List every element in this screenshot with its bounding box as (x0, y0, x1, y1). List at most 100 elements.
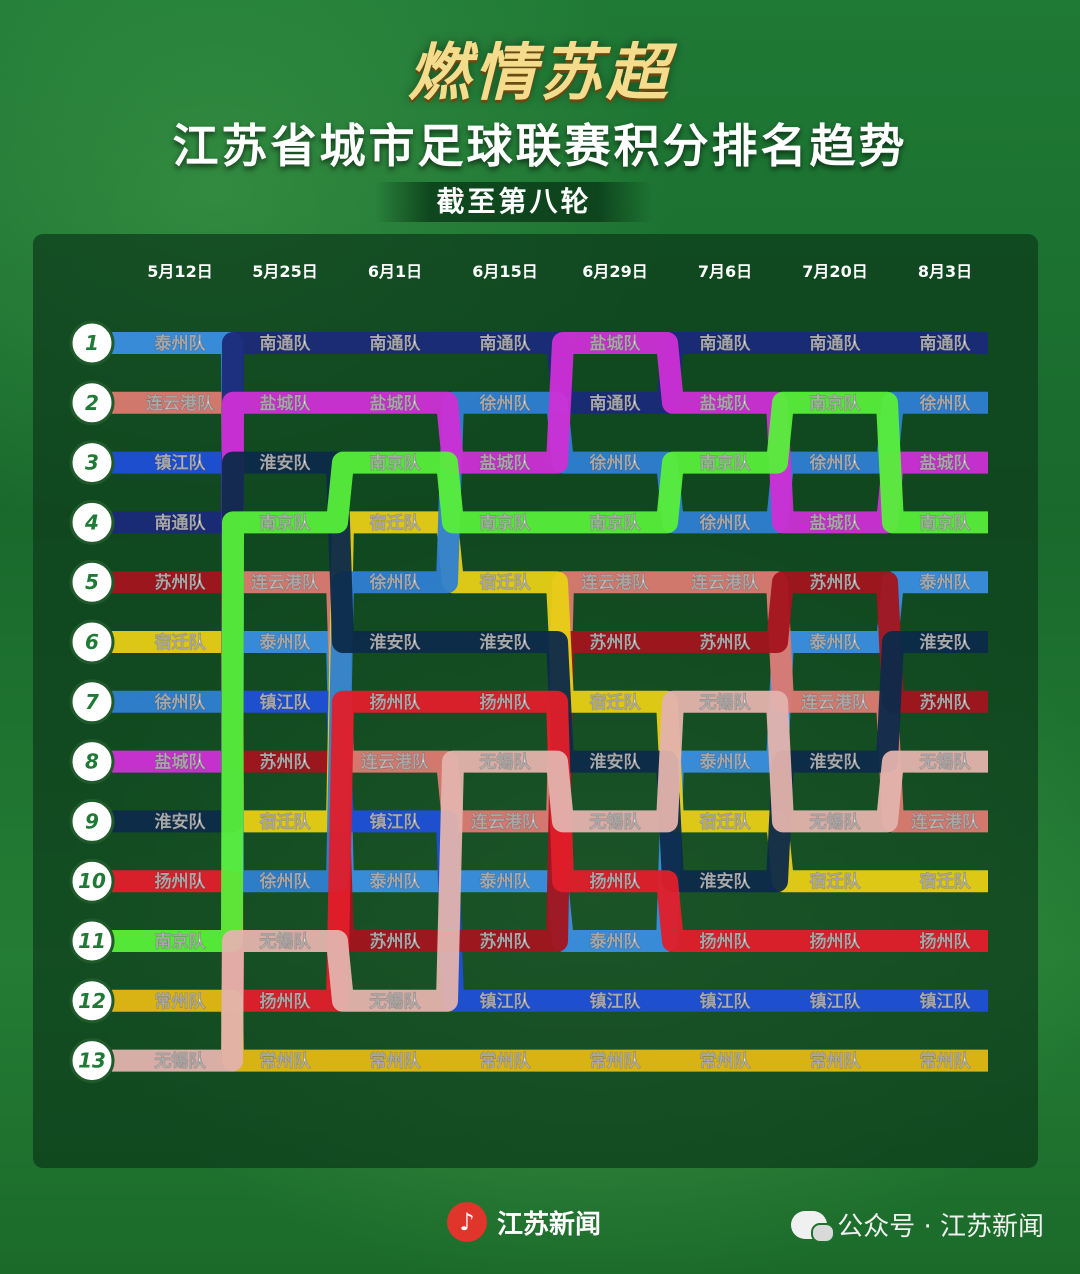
rank-circle (69, 440, 115, 486)
team-label: 淮安队 (700, 871, 752, 892)
team-label: 常州队 (370, 1051, 422, 1072)
team-label: 扬州队 (260, 991, 312, 1012)
rank-number: 11 (78, 929, 106, 953)
rank-circle (69, 739, 115, 785)
team-label: 南京队 (155, 931, 207, 952)
team-label: 扬州队 (370, 692, 422, 713)
date-label: 6月15日 (472, 262, 537, 281)
team-label: 宿迁队 (370, 512, 422, 533)
rank-circle (69, 619, 115, 665)
rank-marker: 13 (69, 1038, 115, 1084)
team-label: 盐城队 (700, 393, 752, 414)
wechat-icon (791, 1210, 836, 1243)
rank-number: 10 (78, 869, 106, 893)
team-label: 徐州队 (259, 871, 312, 892)
team-label: 泰州队 (480, 871, 532, 892)
rank-marker: 12 (69, 978, 115, 1024)
team-label: 盐城队 (810, 512, 862, 533)
team-label: 镇江队 (260, 692, 312, 713)
team-label: 苏州队 (260, 752, 312, 773)
rank-circle (69, 978, 115, 1024)
team-label: 扬州队 (590, 871, 642, 892)
team-label: 宿迁队 (260, 811, 312, 832)
team-label: 徐州队 (919, 393, 972, 414)
jiangsu-news-logo-icon: ♪ (447, 1202, 487, 1242)
rank-number: 8 (85, 750, 99, 774)
team-labels: 泰州队连云港队镇江队南通队苏州队宿迁队徐州队盐城队淮安队扬州队南京队常州队无锡队… (146, 333, 981, 1072)
team-label: 苏州队 (700, 632, 752, 653)
team-label: 连云港队 (911, 811, 980, 832)
rank-number: 7 (85, 690, 99, 714)
rank-circle (69, 798, 115, 844)
rank-circle (69, 918, 115, 964)
team-label: 连云港队 (801, 692, 870, 713)
team-label: 宿迁队 (155, 632, 207, 653)
team-label: 无锡队 (589, 811, 642, 832)
team-label: 南通队 (260, 333, 312, 354)
team-label: 泰州队 (155, 333, 207, 354)
team-label: 宿迁队 (700, 811, 752, 832)
rank-number: 3 (85, 451, 99, 475)
date-label: 8月3日 (918, 262, 972, 281)
team-label: 淮安队 (370, 632, 422, 653)
team-label: 连云港队 (581, 572, 650, 593)
team-label: 苏州队 (810, 572, 862, 593)
rank-circle (69, 559, 115, 605)
rank-marker: 8 (69, 739, 115, 785)
team-label: 连云港队 (251, 572, 320, 593)
team-label: 苏州队 (480, 931, 532, 952)
series-line (112, 451, 988, 1012)
team-label: 盐城队 (590, 333, 642, 354)
team-label: 常州队 (155, 991, 207, 1012)
team-label: 苏州队 (370, 931, 422, 952)
team-label: 南京队 (700, 453, 752, 474)
rank-marker: 7 (69, 679, 115, 725)
series-line (112, 690, 988, 1072)
team-label: 扬州队 (920, 931, 972, 952)
rank-marker: 10 (69, 858, 115, 904)
team-label: 盐城队 (920, 453, 972, 474)
team-label: 泰州队 (700, 752, 752, 773)
team-label: 镇江队 (370, 811, 422, 832)
team-label: 盐城队 (260, 393, 312, 414)
rank-marker: 11 (69, 918, 115, 964)
team-label: 南京队 (480, 512, 532, 533)
team-label: 无锡队 (154, 1051, 207, 1072)
team-label: 盐城队 (155, 752, 207, 773)
team-label: 泰州队 (920, 572, 972, 593)
team-label: 南京队 (370, 453, 422, 474)
team-label: 泰州队 (260, 632, 312, 653)
team-label: 无锡队 (699, 692, 752, 713)
team-label: 南京队 (590, 512, 642, 533)
team-label: 扬州队 (155, 871, 207, 892)
rank-number: 13 (78, 1049, 106, 1073)
team-label: 扬州队 (480, 692, 532, 713)
rank-circle (69, 320, 115, 366)
rank-marker: 2 (69, 380, 115, 426)
rank-marker: 9 (69, 798, 115, 844)
team-label: 徐州队 (369, 572, 422, 593)
team-label: 无锡队 (479, 752, 532, 773)
team-label: 泰州队 (810, 632, 862, 653)
team-label: 连云港队 (471, 811, 540, 832)
team-label: 南通队 (920, 333, 972, 354)
team-label: 镇江队 (480, 991, 532, 1012)
team-label: 徐州队 (809, 453, 862, 474)
team-label: 宿迁队 (920, 871, 972, 892)
team-label: 无锡队 (919, 752, 972, 773)
team-label: 镇江队 (590, 991, 642, 1012)
series-lines (112, 332, 988, 1072)
team-label: 淮安队 (480, 632, 532, 653)
date-labels: 5月12日 5月25日 6月1日 6月15日 6月29日 7月6日 7月20日 8月3日 (147, 262, 972, 281)
date-label: 7月20日 (802, 262, 867, 281)
subtitle: 截至第八轮 (375, 182, 653, 222)
team-label: 镇江队 (810, 991, 862, 1012)
rank-circle (69, 499, 115, 545)
team-label: 南通队 (700, 333, 752, 354)
team-label: 镇江队 (920, 991, 972, 1012)
rank-circle (69, 380, 115, 426)
team-label: 南京队 (920, 512, 972, 533)
team-label: 连云港队 (361, 752, 430, 773)
footer-logo: ♪ 江苏新闻 (447, 1200, 601, 1244)
team-label: 连云港队 (146, 393, 215, 414)
